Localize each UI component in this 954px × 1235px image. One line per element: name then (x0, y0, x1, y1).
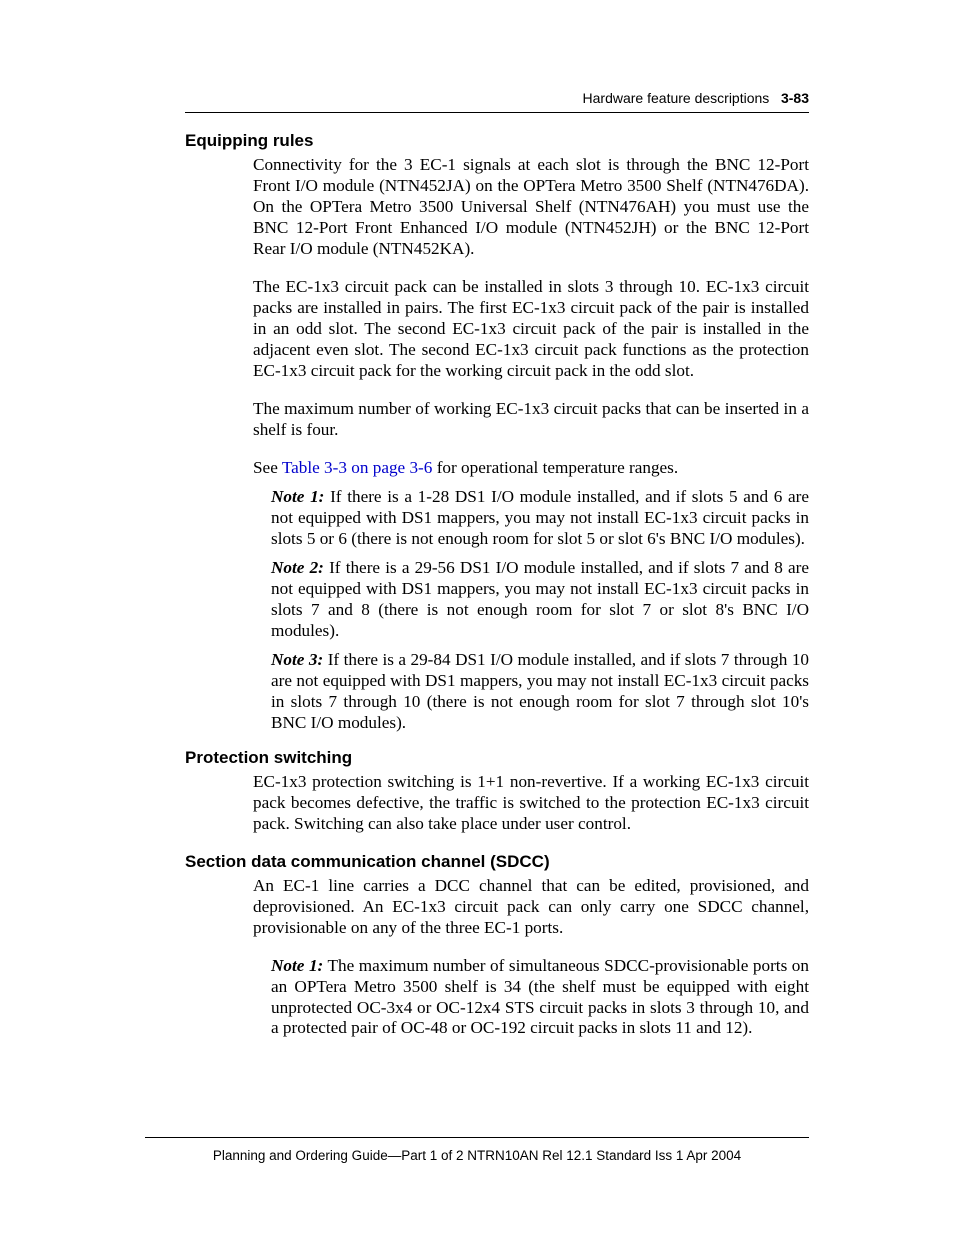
paragraph: The maximum number of working EC-1x3 cir… (253, 399, 809, 441)
paragraph: Connectivity for the 3 EC-1 signals at e… (253, 155, 809, 260)
note: Note 3: If there is a 29-84 DS1 I/O modu… (271, 650, 809, 734)
note-label: Note 1: (271, 487, 324, 506)
note-text: If there is a 29-56 DS1 I/O module insta… (271, 558, 809, 640)
note: Note 1: The maximum number of simultaneo… (271, 956, 809, 1040)
section-body-protection-switching: EC-1x3 protection switching is 1+1 non-r… (253, 772, 809, 835)
running-title: Hardware feature descriptions (583, 90, 770, 106)
section-heading-equipping-rules: Equipping rules (185, 131, 809, 151)
paragraph: An EC-1 line carries a DCC channel that … (253, 876, 809, 939)
paragraph: EC-1x3 protection switching is 1+1 non-r… (253, 772, 809, 835)
note-text: If there is a 1-28 DS1 I/O module instal… (271, 487, 809, 548)
section-body-sdcc: An EC-1 line carries a DCC channel that … (253, 876, 809, 1040)
footer: Planning and Ordering Guide—Part 1 of 2 … (145, 1137, 809, 1163)
link-prefix: See (253, 458, 282, 477)
note-label: Note 3: (271, 650, 323, 669)
running-header: Hardware feature descriptions 3-83 (185, 90, 809, 106)
note: Note 1: If there is a 1-28 DS1 I/O modul… (271, 487, 809, 550)
header-rule (185, 112, 809, 113)
note-label: Note 1: (271, 956, 323, 975)
section-heading-sdcc: Section data communication channel (SDCC… (185, 852, 809, 872)
page-number: 3-83 (781, 90, 809, 106)
note-label: Note 2: (271, 558, 324, 577)
link-suffix: for operational temperature ranges. (432, 458, 678, 477)
note-text: If there is a 29-84 DS1 I/O module insta… (271, 650, 809, 732)
paragraph-with-link: See Table 3-3 on page 3-6 for operationa… (253, 458, 809, 479)
paragraph: The EC-1x3 circuit pack can be installed… (253, 277, 809, 382)
table-link[interactable]: Table 3-3 on page 3-6 (282, 458, 433, 477)
footer-text: Planning and Ordering Guide—Part 1 of 2 … (145, 1148, 809, 1163)
page: Hardware feature descriptions 3-83 Equip… (0, 0, 954, 1235)
note-text: The maximum number of simultaneous SDCC-… (271, 956, 809, 1038)
footer-rule (145, 1137, 809, 1138)
section-heading-protection-switching: Protection switching (185, 748, 809, 768)
note: Note 2: If there is a 29-56 DS1 I/O modu… (271, 558, 809, 642)
section-body-equipping-rules: Connectivity for the 3 EC-1 signals at e… (253, 155, 809, 734)
